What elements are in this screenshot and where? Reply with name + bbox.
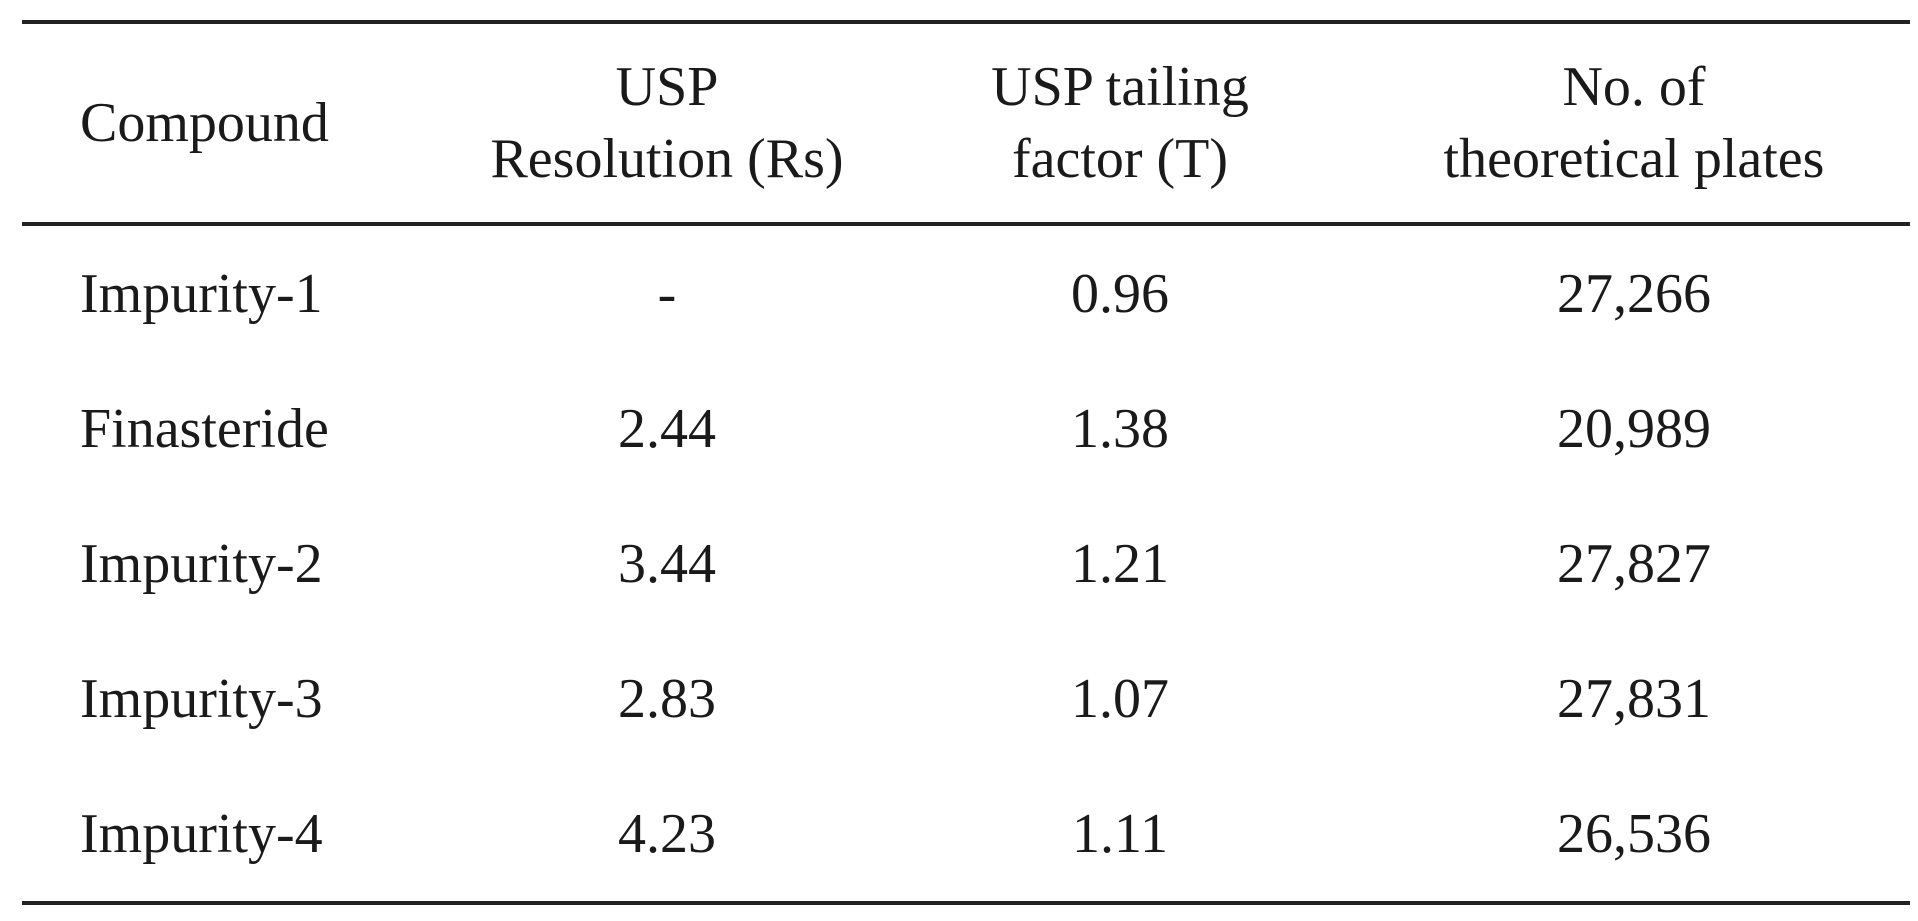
- header-tailing: USP tailing factor (T): [882, 22, 1358, 224]
- results-table-container: Compound USP Resolution (Rs) USP tailing…: [22, 20, 1910, 905]
- cell-resolution: 3.44: [618, 532, 716, 595]
- cell-resolution: -: [657, 262, 677, 325]
- cell-plates: 27,831: [1557, 667, 1711, 730]
- header-compound: Compound: [22, 22, 452, 224]
- table-row: Impurity-3 2.83 1.07 27,831: [22, 631, 1910, 766]
- cell-plates: 26,536: [1557, 802, 1711, 865]
- header-row: Compound USP Resolution (Rs) USP tailing…: [22, 22, 1910, 224]
- cell-compound: Impurity-1: [80, 262, 323, 325]
- table-body: Impurity-1 - 0.96 27,266 Finasteride 2.4…: [22, 224, 1910, 903]
- system-suitability-table: Compound USP Resolution (Rs) USP tailing…: [22, 20, 1910, 905]
- cell-tailing: 0.96: [1071, 262, 1169, 325]
- header-resolution-line-1: USP: [615, 56, 719, 118]
- table-row: Finasteride 2.44 1.38 20,989: [22, 361, 1910, 496]
- cell-plates: 20,989: [1557, 397, 1711, 460]
- header-tailing-line-1: USP tailing: [991, 56, 1249, 118]
- header-tailing-line-2: factor (T): [1011, 128, 1229, 190]
- table-header: Compound USP Resolution (Rs) USP tailing…: [22, 22, 1910, 224]
- header-compound-line-1: Compound: [80, 92, 329, 154]
- cell-tailing: 1.21: [1071, 532, 1169, 595]
- header-plates-line-1: No. of: [1562, 56, 1706, 118]
- cell-tailing: 1.07: [1071, 667, 1169, 730]
- cell-compound: Impurity-4: [80, 802, 323, 865]
- table-row: Impurity-4 4.23 1.11 26,536: [22, 766, 1910, 903]
- cell-resolution: 4.23: [618, 802, 716, 865]
- header-resolution: USP Resolution (Rs): [452, 22, 882, 224]
- header-plates-line-2: theoretical plates: [1443, 128, 1825, 190]
- header-plates: No. of theoretical plates: [1358, 22, 1910, 224]
- table-row: Impurity-2 3.44 1.21 27,827: [22, 496, 1910, 631]
- cell-plates: 27,827: [1557, 532, 1711, 595]
- table-row: Impurity-1 - 0.96 27,266: [22, 224, 1910, 361]
- cell-resolution: 2.83: [618, 667, 716, 730]
- cell-resolution: 2.44: [618, 397, 716, 460]
- header-resolution-line-2: Resolution (Rs): [490, 128, 844, 190]
- cell-compound: Impurity-3: [80, 667, 323, 730]
- cell-tailing: 1.11: [1072, 802, 1168, 865]
- cell-compound: Impurity-2: [80, 532, 323, 595]
- cell-tailing: 1.38: [1071, 397, 1169, 460]
- cell-compound: Finasteride: [80, 397, 329, 460]
- cell-plates: 27,266: [1557, 262, 1711, 325]
